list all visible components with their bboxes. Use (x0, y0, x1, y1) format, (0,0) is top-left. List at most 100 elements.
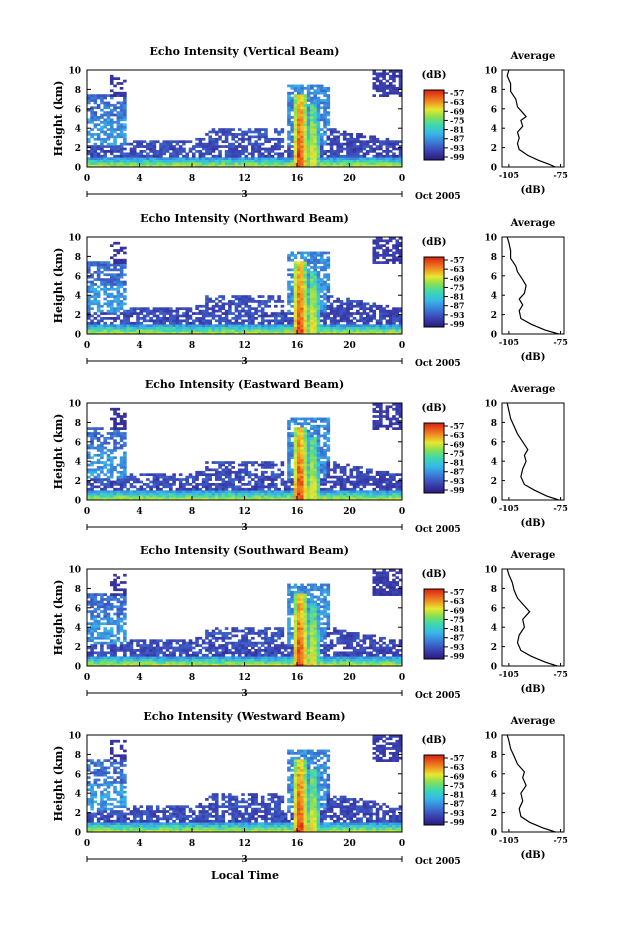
heatmap-cell (117, 252, 121, 255)
heatmap-cell (169, 317, 173, 320)
heatmap-cell (169, 324, 173, 327)
heatmap-cell (320, 302, 324, 305)
heatmap-cell (313, 288, 317, 291)
heatmap-cell (189, 493, 193, 496)
heatmap-cell (317, 449, 321, 452)
heatmap-cell (264, 131, 268, 134)
heatmap-cell (179, 322, 183, 325)
heatmap-cell (300, 485, 304, 488)
heatmap-cell (392, 75, 396, 78)
heatmap-cell (300, 152, 304, 155)
heatmap-cell (136, 478, 140, 481)
heatmap-cell (172, 157, 176, 160)
heatmap-cell (120, 152, 124, 155)
heatmap-cell (100, 283, 104, 286)
heatmap-cell (153, 155, 157, 158)
heatmap-cell (225, 471, 229, 474)
heatmap-cell (235, 476, 239, 479)
heatmap-cell (327, 123, 331, 126)
heatmap-cell (136, 481, 140, 484)
heatmap-cell (392, 473, 396, 476)
heatmap-cell (156, 162, 160, 165)
heatmap-cell (274, 162, 278, 165)
heatmap-cell (320, 252, 324, 255)
heatmap-cell (300, 452, 304, 455)
heatmap-cell (386, 495, 390, 498)
heatmap-cell (310, 478, 314, 481)
heatmap-cell (327, 459, 331, 462)
heatmap-cell (238, 478, 242, 481)
heatmap-cell (143, 327, 147, 330)
heatmap-cell (120, 478, 124, 481)
heatmap-cell (241, 461, 245, 464)
colorbar (424, 90, 444, 160)
heatmap-cell (261, 160, 265, 163)
heatmap-cell (100, 312, 104, 315)
heatmap-cell (267, 138, 271, 141)
heatmap-cell (379, 155, 383, 158)
heatmap-cell (238, 322, 242, 325)
heatmap-cell (327, 490, 331, 493)
heatmap-cell (130, 495, 134, 498)
heatmap-cell (251, 478, 255, 481)
heatmap-cell (133, 152, 137, 155)
heatmap-cell (110, 307, 114, 310)
heatmap-cell (350, 490, 354, 493)
heatmap-cell (376, 307, 380, 310)
heatmap-cell (100, 488, 104, 491)
heatmap-cell (313, 143, 317, 146)
heatmap-cell (300, 271, 304, 274)
heatmap-cell (97, 271, 101, 274)
heatmap-cell (359, 148, 363, 151)
heatmap-cell (389, 322, 393, 325)
heatmap-cell (107, 632, 111, 635)
heatmap-cell (241, 295, 245, 298)
heatmap-cell (133, 322, 137, 325)
heatmap-cell (162, 148, 166, 151)
heatmap-cell (248, 327, 252, 330)
heatmap-cell (189, 324, 193, 327)
heatmap-cell (120, 601, 124, 604)
heatmap-cell (287, 286, 291, 289)
heatmap-cell (126, 327, 130, 330)
heatmap-cell (330, 140, 334, 143)
heatmap-cell (392, 148, 396, 151)
heatmap-cell (238, 302, 242, 305)
heatmap-cell (103, 495, 107, 498)
heatmap-cell (274, 476, 278, 479)
heatmap-cell (300, 264, 304, 267)
heatmap-cell (386, 143, 390, 146)
heatmap-cell (192, 327, 196, 330)
heatmap-cell (133, 310, 137, 313)
heatmap-cell (389, 157, 393, 160)
heatmap-cell (176, 312, 180, 315)
heatmap-cell (297, 271, 301, 274)
heatmap-cell (103, 302, 107, 305)
heatmap-cell (97, 642, 101, 645)
heatmap-cell (304, 283, 308, 286)
heatmap-cell (356, 302, 360, 305)
heatmap-cell (189, 476, 193, 479)
heatmap-cell (185, 310, 189, 313)
heatmap-cell (113, 456, 117, 459)
heatmap-cell (323, 305, 327, 308)
heatmap-cell (97, 490, 101, 493)
heatmap-cell (110, 581, 114, 584)
heatmap-cell (343, 310, 347, 313)
heatmap-cell (313, 425, 317, 428)
heatmap-cell (205, 160, 209, 163)
heatmap-cell (113, 307, 117, 310)
heatmap-cell (323, 104, 327, 107)
heatmap-cell (277, 319, 281, 322)
heatmap-cell (117, 649, 121, 652)
heatmap-cell (153, 481, 157, 484)
heatmap-cell (100, 468, 104, 471)
heatmap-cell (363, 140, 367, 143)
heatmap-cell (313, 276, 317, 279)
heatmap-cell (87, 329, 91, 332)
heatmap-cell (287, 92, 291, 95)
heatmap-cell (317, 461, 321, 464)
heatmap-cell (287, 456, 291, 459)
heatmap-cell (297, 264, 301, 267)
heatmap-cell (317, 114, 321, 117)
